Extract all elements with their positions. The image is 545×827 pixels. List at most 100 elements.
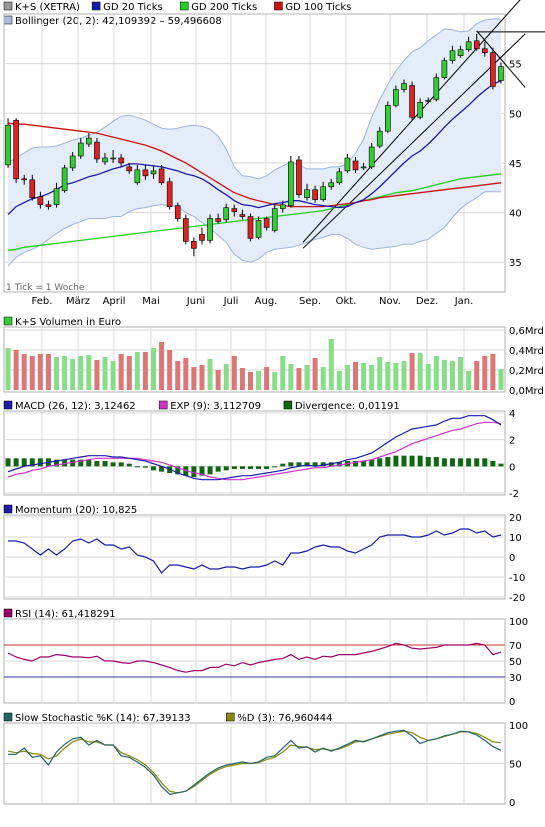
y-tick-rsi-2: 50 <box>509 657 522 668</box>
trend-upper <box>302 0 521 243</box>
volume-bar-37 <box>304 365 310 390</box>
volume-bar-5 <box>45 354 51 390</box>
y-tick-stoch-2: 0 <box>509 798 515 809</box>
price-legend-label-1: GD 20 Ticks <box>103 2 163 13</box>
volume-bar-46 <box>377 357 383 390</box>
volume-bar-47 <box>385 362 391 390</box>
divergence-bar-36 <box>296 462 302 467</box>
macd-line <box>7 415 502 481</box>
y-tick-macd-0: 4 <box>509 409 515 420</box>
stoch-k-line <box>8 729 502 795</box>
divergence-bar-11 <box>94 461 100 467</box>
macd-signal-line <box>7 421 502 481</box>
volume-bar-56 <box>458 357 464 390</box>
y-tick-vol-2: 0,2Mrd <box>509 366 544 377</box>
rsi-line <box>7 642 502 673</box>
price-panel-frame <box>3 13 506 293</box>
stoch-legend-label-0: Slow Stochastic %K (14): 67,39133 <box>15 713 191 724</box>
divergence-bar-40 <box>328 462 334 467</box>
candle-body-12 <box>102 157 108 163</box>
volume-bar-23 <box>191 367 197 390</box>
candle-body-42 <box>344 157 351 172</box>
divergence-bar-23 <box>191 466 197 477</box>
candle-body-32 <box>263 218 270 228</box>
x-tick-month-3: Mai <box>142 296 160 307</box>
divergence-bar-12 <box>102 461 108 467</box>
volume-bar-20 <box>167 350 173 390</box>
divergence-bar-20 <box>167 466 173 473</box>
candle-body-45 <box>368 146 375 168</box>
y-tick-price-2: 45 <box>509 159 522 170</box>
volume-bar-27 <box>223 364 229 390</box>
price-legend-label-3: GD 100 Ticks <box>285 2 351 13</box>
divergence-bar-2 <box>21 458 27 467</box>
candle-body-57 <box>465 41 472 51</box>
candle-body-5 <box>45 204 52 207</box>
volume-bar-45 <box>369 365 375 390</box>
divergence-bar-19 <box>159 466 165 472</box>
y-tick-rsi-3: 30 <box>509 673 522 684</box>
divergence-bar-3 <box>29 458 35 467</box>
x-tick-month-2: April <box>103 296 126 307</box>
volume-bar-50 <box>409 353 415 390</box>
divergence-bar-51 <box>417 455 423 467</box>
candle-body-54 <box>441 60 448 78</box>
volume-bar-39 <box>320 367 326 390</box>
x-tick-month-0: Feb. <box>32 296 53 307</box>
divergence-bar-0 <box>5 458 11 467</box>
y-tick-mom-3: -10 <box>509 573 525 584</box>
candle-body-17 <box>142 169 149 177</box>
x-tick-month-1: März <box>66 296 90 307</box>
momentum-legend-swatch-0 <box>3 504 13 514</box>
x-tick-month-4: Juni <box>186 296 205 307</box>
volume-legend-label-0: K+S Volumen in Euro <box>15 317 121 328</box>
candle-body-7 <box>61 167 68 192</box>
divergence-bar-48 <box>393 455 399 467</box>
candle-body-1 <box>13 119 19 180</box>
volume-bar-42 <box>344 365 350 390</box>
volume-bar-6 <box>54 357 60 390</box>
y-tick-rsi-0: 100 <box>509 617 528 628</box>
divergence-bar-14 <box>118 462 124 467</box>
volume-bar-19 <box>159 342 165 390</box>
volume-bar-53 <box>433 356 439 390</box>
divergence-bar-1 <box>13 458 19 467</box>
price-legend-swatch-0 <box>3 1 13 11</box>
candle-body-49 <box>401 83 407 90</box>
candle-body-61 <box>498 66 504 81</box>
bollinger-upper <box>7 18 501 180</box>
y-tick-mom-4: -20 <box>509 593 525 604</box>
volume-bar-31 <box>256 371 262 390</box>
x-tick-month-10: Dez. <box>416 296 438 307</box>
candle-body-41 <box>336 171 343 184</box>
volume-bar-33 <box>272 372 278 390</box>
volume-bar-32 <box>264 367 270 390</box>
volume-bar-52 <box>425 364 431 390</box>
candle-body-43 <box>352 160 359 171</box>
divergence-bar-27 <box>223 466 229 471</box>
divergence-bar-25 <box>207 466 213 475</box>
candle-body-50 <box>409 85 415 118</box>
candle-body-11 <box>94 141 100 160</box>
divergence-bar-9 <box>78 459 84 467</box>
divergence-bar-6 <box>54 459 60 467</box>
rsi-legend-swatch-0 <box>3 608 13 618</box>
volume-bar-34 <box>280 356 286 390</box>
volume-bar-51 <box>417 353 423 390</box>
divergence-bar-61 <box>498 463 504 467</box>
candle-body-51 <box>417 102 423 118</box>
volume-bar-60 <box>490 354 496 390</box>
divergence-bar-30 <box>247 466 253 469</box>
candle-body-28 <box>231 208 238 212</box>
divergence-bar-4 <box>37 458 43 467</box>
macd-legend-label-1: EXP (9): 3,112709 <box>170 401 261 412</box>
divergence-bar-13 <box>110 462 116 467</box>
candle-body-37 <box>304 189 310 198</box>
price-legend-label-2: GD 200 Ticks <box>191 2 257 13</box>
macd-legend-swatch-0 <box>3 400 13 410</box>
candle-body-36 <box>296 159 302 195</box>
volume-bar-2 <box>21 354 27 390</box>
divergence-bar-31 <box>256 466 262 469</box>
divergence-bar-21 <box>175 466 181 475</box>
ma100-line <box>7 122 502 208</box>
